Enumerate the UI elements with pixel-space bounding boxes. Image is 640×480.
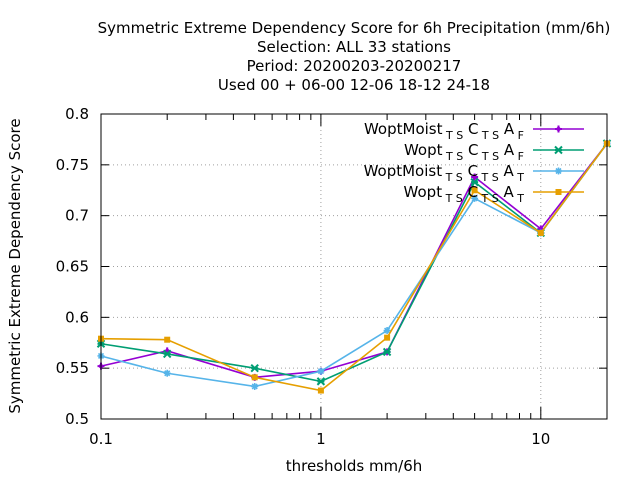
- legend-item-4: Wopt T S C T S A T: [404, 183, 584, 205]
- legend-item-3: WoptMoist T S C T S A T: [364, 162, 584, 184]
- legend-marker: [555, 167, 562, 175]
- y-tick-label: 0.7: [65, 207, 89, 225]
- data-point: [251, 382, 259, 390]
- chart-title: Symmetric Extreme Dependency Score for 6…: [98, 19, 611, 94]
- x-axis-label: thresholds mm/6h: [286, 457, 423, 475]
- grid: [101, 114, 607, 419]
- data-point: [383, 327, 391, 335]
- data-point: [382, 347, 392, 357]
- legend-label: WoptMoist T S C T S A T: [364, 162, 525, 184]
- legend-item-1: WoptMoist T S C T S A F: [364, 120, 584, 142]
- title-line-4: Used 00 + 06-00 12-06 18-12 24-18: [218, 76, 490, 94]
- legend-marker: [554, 145, 563, 155]
- y-tick-label: 0.8: [65, 105, 89, 123]
- x-tick-label: 1: [316, 430, 326, 448]
- data-point: [471, 187, 478, 194]
- data-point: [251, 374, 258, 381]
- series-line: [100, 143, 608, 383]
- plot-frame: [100, 113, 608, 420]
- legend-marker-core: [556, 126, 561, 132]
- data-point-core: [472, 174, 477, 180]
- series-line: [100, 143, 608, 392]
- data-point: [250, 363, 259, 373]
- data-point: [537, 229, 544, 236]
- data-point: [384, 334, 391, 341]
- series-2: [96, 139, 612, 386]
- data-point: [164, 336, 171, 343]
- data-point: [471, 194, 479, 202]
- data-point: [317, 367, 325, 375]
- data-point: [163, 369, 171, 377]
- legend-item-2: Wopt T S C T S A F: [404, 141, 584, 163]
- series-line: [100, 142, 608, 379]
- y-tick-label: 0.65: [56, 258, 89, 276]
- title-line-1: Symmetric Extreme Dependency Score for 6…: [98, 19, 611, 37]
- axes: 0.5 0.55 0.6 0.65 0.7 0.75 0.8 0.1 1 10: [56, 105, 608, 448]
- y-axis-label: Symmetric Extreme Dependency Score: [6, 118, 24, 413]
- data-point: [162, 349, 172, 359]
- series-1: [97, 139, 611, 381]
- series-line: [100, 143, 608, 388]
- x-tick-label: 10: [531, 430, 550, 448]
- y-tick-label: 0.75: [56, 156, 89, 174]
- y-tick-label: 0.55: [56, 359, 89, 377]
- data-point: [316, 377, 326, 386]
- x-tick-label: 0.1: [89, 430, 113, 448]
- legend-marker: [555, 189, 562, 195]
- legend-label: WoptMoist T S C T S A F: [364, 120, 524, 142]
- data-point: [470, 177, 479, 187]
- legend-label: Wopt T S C T S A F: [404, 141, 524, 163]
- title-line-2: Selection: ALL 33 stations: [257, 38, 451, 56]
- legend-label: Wopt T S C T S A T: [404, 183, 525, 205]
- y-tick-label: 0.5: [65, 410, 89, 428]
- title-line-3: Period: 20200203-20200217: [247, 57, 462, 75]
- data-point: [317, 387, 324, 394]
- y-tick-label: 0.6: [65, 308, 89, 326]
- series-layer: [96, 139, 612, 394]
